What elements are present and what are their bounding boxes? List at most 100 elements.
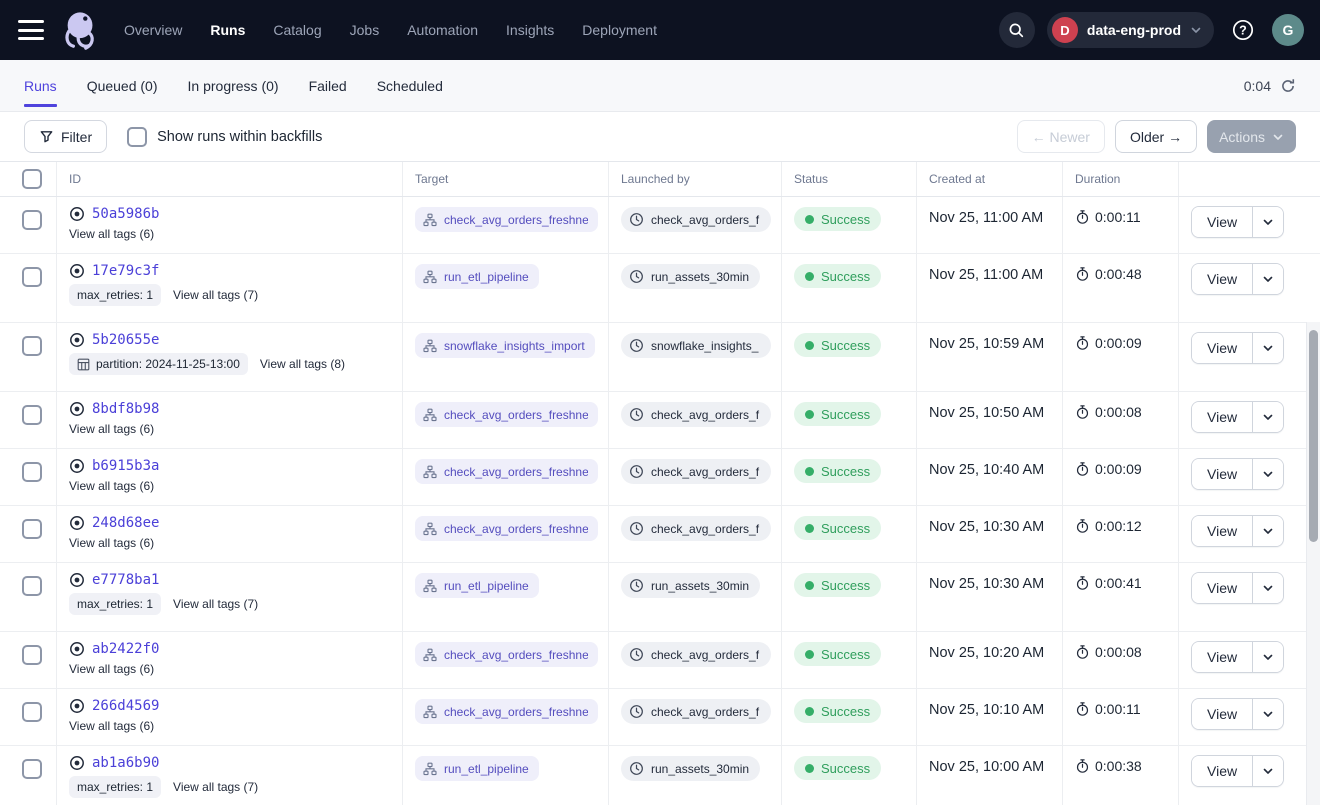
view-all-tags-link[interactable]: View all tags (6) (69, 662, 154, 676)
run-id-link[interactable]: e7778ba1 (92, 572, 159, 588)
search-button[interactable] (999, 12, 1035, 48)
run-tag-pill[interactable]: max_retries: 1 (69, 776, 161, 798)
view-run-dropdown-button[interactable] (1252, 459, 1283, 489)
vertical-scrollbar[interactable] (1306, 322, 1320, 805)
show-backfills-checkbox[interactable] (127, 127, 147, 147)
view-run-button[interactable]: View (1192, 573, 1252, 603)
view-all-tags-link[interactable]: View all tags (7) (173, 780, 258, 794)
filter-button[interactable]: Filter (24, 120, 107, 153)
view-run-dropdown-button[interactable] (1252, 207, 1283, 237)
view-all-tags-link[interactable]: View all tags (7) (173, 597, 258, 611)
status-badge[interactable]: Success (794, 459, 881, 483)
scrollbar-thumb[interactable] (1309, 330, 1318, 542)
view-run-button[interactable]: View (1192, 264, 1252, 294)
row-checkbox[interactable] (22, 210, 42, 230)
target-pill[interactable]: check_avg_orders_freshne (415, 516, 598, 541)
nav-link-jobs[interactable]: Jobs (350, 22, 380, 38)
nav-link-runs[interactable]: Runs (210, 22, 245, 38)
view-run-button[interactable]: View (1192, 516, 1252, 546)
view-all-tags-link[interactable]: View all tags (6) (69, 422, 154, 436)
view-all-tags-link[interactable]: View all tags (6) (69, 479, 154, 493)
nav-link-insights[interactable]: Insights (506, 22, 554, 38)
status-badge[interactable]: Success (794, 516, 881, 540)
row-checkbox[interactable] (22, 267, 42, 287)
view-run-button[interactable]: View (1192, 402, 1252, 432)
run-id-link[interactable]: ab2422f0 (92, 641, 159, 657)
select-all-checkbox[interactable] (22, 169, 42, 189)
status-badge[interactable]: Success (794, 756, 881, 780)
target-pill[interactable]: check_avg_orders_freshne (415, 699, 598, 724)
target-pill[interactable]: check_avg_orders_freshne (415, 642, 598, 667)
view-all-tags-link[interactable]: View all tags (8) (260, 357, 345, 371)
launched-by-pill[interactable]: run_assets_30min (621, 756, 760, 781)
target-pill[interactable]: check_avg_orders_freshne (415, 459, 598, 484)
status-badge[interactable]: Success (794, 264, 881, 288)
run-tag-pill[interactable]: max_retries: 1 (69, 593, 161, 615)
nav-link-automation[interactable]: Automation (407, 22, 478, 38)
help-button[interactable]: ? (1226, 13, 1260, 47)
view-run-button[interactable]: View (1192, 207, 1252, 237)
nav-link-catalog[interactable]: Catalog (273, 22, 321, 38)
target-pill[interactable]: run_etl_pipeline (415, 264, 539, 289)
status-badge[interactable]: Success (794, 699, 881, 723)
older-button[interactable]: Older → (1115, 120, 1197, 153)
row-checkbox[interactable] (22, 702, 42, 722)
launched-by-pill[interactable]: check_avg_orders_f… (621, 459, 771, 484)
status-badge[interactable]: Success (794, 573, 881, 597)
launched-by-pill[interactable]: check_avg_orders_f… (621, 642, 771, 667)
run-id-link[interactable]: ab1a6b90 (92, 755, 159, 771)
row-checkbox[interactable] (22, 645, 42, 665)
tab-runs[interactable]: Runs (24, 60, 57, 111)
launched-by-pill[interactable]: check_avg_orders_f… (621, 516, 771, 541)
launched-by-pill[interactable]: run_assets_30min (621, 573, 760, 598)
run-id-link[interactable]: 248d68ee (92, 515, 159, 531)
nav-link-deployment[interactable]: Deployment (582, 22, 657, 38)
view-run-button[interactable]: View (1192, 756, 1252, 786)
run-id-link[interactable]: 5b20655e (92, 332, 159, 348)
refresh-button[interactable] (1280, 78, 1296, 94)
target-pill[interactable]: run_etl_pipeline (415, 756, 539, 781)
run-id-link[interactable]: 17e79c3f (92, 263, 159, 279)
run-tag-pill[interactable]: partition: 2024-11-25-13:00 (69, 353, 248, 375)
actions-button[interactable]: Actions (1207, 120, 1296, 153)
tab-failed[interactable]: Failed (309, 60, 347, 111)
launched-by-pill[interactable]: check_avg_orders_f… (621, 402, 771, 427)
run-id-link[interactable]: 8bdf8b98 (92, 401, 159, 417)
dagster-logo-icon[interactable] (60, 8, 102, 52)
target-pill[interactable]: snowflake_insights_import (415, 333, 595, 358)
row-checkbox[interactable] (22, 462, 42, 482)
view-run-dropdown-button[interactable] (1252, 642, 1283, 672)
view-run-dropdown-button[interactable] (1252, 699, 1283, 729)
nav-link-overview[interactable]: Overview (124, 22, 182, 38)
tab-scheduled[interactable]: Scheduled (377, 60, 443, 111)
run-id-link[interactable]: 266d4569 (92, 698, 159, 714)
target-pill[interactable]: check_avg_orders_freshne (415, 207, 598, 232)
status-badge[interactable]: Success (794, 333, 881, 357)
run-id-link[interactable]: b6915b3a (92, 458, 159, 474)
user-avatar[interactable]: G (1272, 14, 1304, 46)
status-badge[interactable]: Success (794, 642, 881, 666)
launched-by-pill[interactable]: check_avg_orders_f… (621, 207, 771, 232)
run-id-link[interactable]: 50a5986b (92, 206, 159, 222)
view-run-button[interactable]: View (1192, 459, 1252, 489)
row-checkbox[interactable] (22, 336, 42, 356)
target-pill[interactable]: check_avg_orders_freshne (415, 402, 598, 427)
view-run-dropdown-button[interactable] (1252, 402, 1283, 432)
workspace-switcher[interactable]: D data-eng-prod (1047, 12, 1214, 48)
target-pill[interactable]: run_etl_pipeline (415, 573, 539, 598)
view-all-tags-link[interactable]: View all tags (7) (173, 288, 258, 302)
row-checkbox[interactable] (22, 759, 42, 779)
row-checkbox[interactable] (22, 405, 42, 425)
launched-by-pill[interactable]: run_assets_30min (621, 264, 760, 289)
status-badge[interactable]: Success (794, 402, 881, 426)
view-run-button[interactable]: View (1192, 699, 1252, 729)
view-run-dropdown-button[interactable] (1252, 573, 1283, 603)
newer-button[interactable]: ← Newer (1017, 120, 1105, 153)
run-tag-pill[interactable]: max_retries: 1 (69, 284, 161, 306)
tab-in-progress-0[interactable]: In progress (0) (188, 60, 279, 111)
row-checkbox[interactable] (22, 576, 42, 596)
view-all-tags-link[interactable]: View all tags (6) (69, 227, 154, 241)
tab-queued-0[interactable]: Queued (0) (87, 60, 158, 111)
view-all-tags-link[interactable]: View all tags (6) (69, 536, 154, 550)
launched-by-pill[interactable]: snowflake_insights_… (621, 333, 771, 358)
